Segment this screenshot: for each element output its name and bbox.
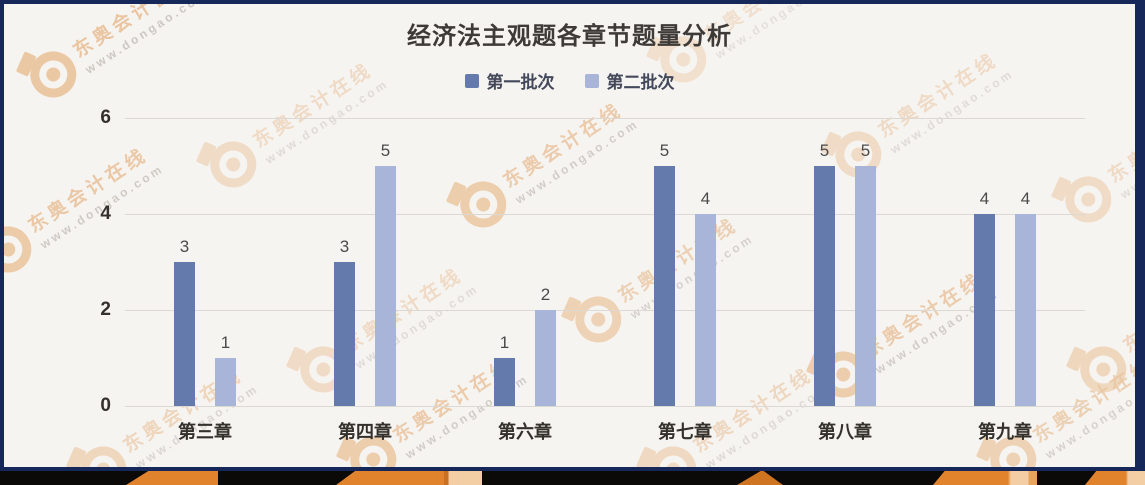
- chart-card: 东奥会计在线 www.dongao.com 东奥会计在线 www.dongao.…: [0, 0, 1145, 471]
- legend: 第一批次 第二批次: [4, 68, 1135, 93]
- bar-series1-第六章: 1: [494, 333, 515, 406]
- bar-value-label: 1: [220, 333, 231, 352]
- bar-series1-第九章: 4: [974, 189, 995, 406]
- legend-marker-icon: [584, 73, 599, 88]
- x-axis-label-第八章: 第八章: [818, 422, 872, 442]
- y-tick-label: 2: [100, 299, 111, 320]
- gridline: [125, 310, 1085, 311]
- bar-series2-第四章: 5: [375, 141, 396, 406]
- bar-value-label: 3: [339, 237, 350, 256]
- y-tick-label: 6: [100, 107, 111, 128]
- bar-value-label: 5: [819, 141, 830, 160]
- legend-item-2[interactable]: 第二批次: [584, 68, 675, 93]
- bar-series1-第三章: 3: [174, 237, 195, 406]
- watermark-text: 东奥会计在线 www.dongao.com: [1119, 264, 1145, 372]
- bar-series2-第九章: 4: [1015, 189, 1036, 406]
- bar-series2-第七章: 4: [695, 189, 716, 406]
- bar-series1-第四章: 3: [334, 237, 355, 406]
- y-tick-label: 4: [100, 203, 111, 224]
- bar-value-label: 4: [700, 189, 711, 208]
- bar-value-label: 3: [179, 237, 190, 256]
- legend-item-1[interactable]: 第一批次: [464, 68, 555, 93]
- watermark-text: 东奥会计在线 www.dongao.com: [1104, 94, 1145, 202]
- pencil-banner: [0, 470, 1145, 485]
- legend-marker-icon: [464, 73, 479, 88]
- legend-label: 第二批次: [606, 73, 675, 92]
- x-axis-labels: 第三章 第四章 第六章 第七章 第八章 第九章: [125, 418, 1085, 444]
- y-axis: 0 2 4 6: [4, 107, 111, 416]
- bar-value-label: 5: [380, 141, 391, 160]
- x-axis-label-第九章: 第九章: [978, 422, 1032, 442]
- y-tick-label: 0: [100, 395, 111, 416]
- x-axis-label-第四章: 第四章: [338, 422, 392, 442]
- bar-series2-第三章: 1: [215, 333, 236, 406]
- bar-series2-第六章: 2: [535, 285, 556, 406]
- bar-value-label: 1: [499, 333, 510, 352]
- bar-value-label: 4: [979, 189, 990, 208]
- bar-series1-第七章: 5: [654, 141, 675, 406]
- bar-value-label: 2: [540, 285, 551, 304]
- pencil-shape: [737, 470, 783, 485]
- pencil-shape: [126, 470, 218, 485]
- x-axis-label-第三章: 第三章: [178, 422, 232, 442]
- bar-series2-第八章: 5: [855, 141, 876, 406]
- gridline: [125, 214, 1085, 215]
- bar-value-label: 5: [860, 141, 871, 160]
- bar-value-label: 5: [659, 141, 670, 160]
- x-axis-label-第七章: 第七章: [658, 422, 712, 442]
- bar-value-label: 4: [1020, 189, 1031, 208]
- legend-label: 第一批次: [486, 73, 555, 92]
- gridline: [125, 406, 1085, 407]
- pencil-shape: [933, 470, 1037, 485]
- x-axis-label-第六章: 第六章: [498, 422, 552, 442]
- chart-title: 经济法主观题各章节题量分析: [407, 23, 732, 50]
- gridline: [125, 118, 1085, 119]
- bar-series1-第八章: 5: [814, 141, 835, 406]
- pencil-shape: [1085, 470, 1145, 485]
- pencil-shape: [336, 470, 482, 485]
